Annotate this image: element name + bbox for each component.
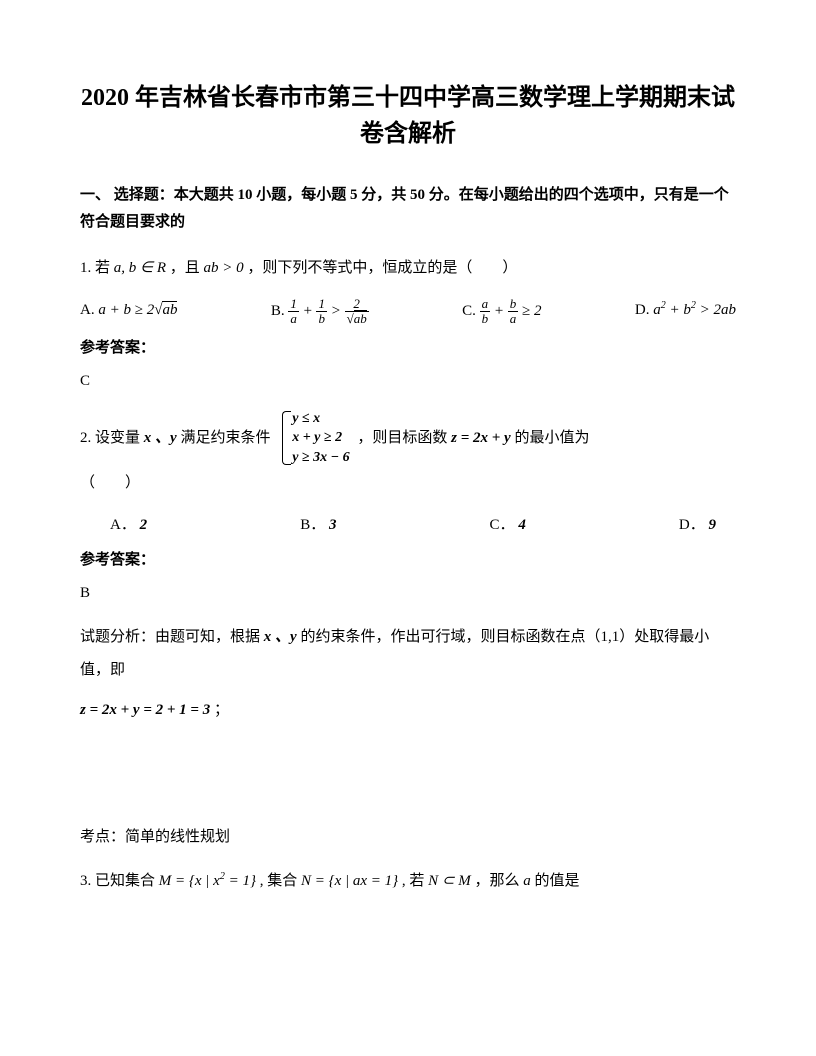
q1-options: A. a + b ≥ 2√ab B. 1a + 1b > 2√ab C. ab …: [80, 297, 736, 327]
q3-subset: N ⊂ M: [428, 873, 471, 889]
q1-optC-math: ab + ba ≥ 2: [480, 303, 542, 319]
q3-mid2: , 若: [402, 873, 425, 889]
q2-c3: y ≥ 3x − 6: [292, 448, 349, 468]
q1-optD-math: a2 + b2 > 2ab: [653, 302, 736, 318]
q3-mid3: ，那么: [475, 873, 520, 889]
q2-optA-val: 2: [140, 517, 148, 533]
q2-result-math: z = 2x + y = 2 + 1 = 3: [80, 702, 210, 718]
q2-paren: （ ）: [80, 467, 736, 500]
question-2: 2. 设变量 x 、y 满足约束条件 y ≤ x x + y ≥ 2 y ≥ 3…: [80, 409, 736, 501]
q3-tail: 的值是: [535, 873, 580, 889]
q2-answer-label: 参考答案：: [80, 547, 736, 574]
q2-optB-label: B．: [300, 517, 325, 533]
q2-optC-label: C．: [490, 517, 515, 533]
exam-title: 2020 年吉林省长春市市第三十四中学高三数学理上学期期末试卷含解析: [80, 80, 736, 152]
q1-optA-label: A.: [80, 302, 95, 318]
q2-prefix: 2. 设变量: [80, 429, 140, 445]
q2-optB-val: 3: [329, 517, 337, 533]
q1-cond2: ab > 0: [204, 260, 244, 276]
q3-prefix: 3. 已知集合: [80, 873, 155, 889]
question-3: 3. 已知集合 M = {x | x2 = 1} , 集合 N = {x | a…: [80, 865, 736, 898]
q2-c2: x + y ≥ 2: [292, 428, 349, 448]
spacer: [80, 724, 736, 824]
q3-M: M = {x | x2 = 1}: [159, 873, 256, 889]
q2-answer: B: [80, 580, 736, 607]
q2-option-c: C． 4: [490, 512, 526, 539]
q1-option-b: B. 1a + 1b > 2√ab: [271, 297, 369, 327]
q2-mid2: ，则目标函数: [357, 429, 447, 445]
q1-prefix: 1. 若: [80, 260, 110, 276]
q1-option-c: C. ab + ba ≥ 2: [462, 297, 541, 327]
q1-answer: C: [80, 368, 736, 395]
q3-var: a: [523, 873, 531, 889]
q1-answer-label: 参考答案：: [80, 335, 736, 362]
q2-c1: y ≤ x: [292, 409, 349, 429]
q2-option-b: B． 3: [300, 512, 336, 539]
q1-optD-label: D.: [635, 302, 650, 318]
q2-optC-val: 4: [518, 517, 526, 533]
q2-optD-val: 9: [709, 517, 717, 533]
q2-analysis-vars: x 、y: [264, 629, 297, 645]
q2-option-d: D． 9: [679, 512, 716, 539]
q1-optA-math: a + b ≥ 2√ab: [98, 302, 177, 318]
q2-mid: 满足约束条件: [180, 429, 270, 445]
q1-optB-math: 1a + 1b > 2√ab: [288, 303, 368, 319]
q1-mid1: ，且: [170, 260, 200, 276]
q2-analysis-pre: 试题分析：由题可知，根据: [80, 629, 260, 645]
q2-topic: 考点：简单的线性规划: [80, 824, 736, 851]
q1-option-a: A. a + b ≥ 2√ab: [80, 297, 177, 327]
q1-optC-label: C.: [462, 303, 476, 319]
q2-options: A． 2 B． 3 C． 4 D． 9: [80, 512, 736, 539]
q1-tail: ，则下列不等式中，恒成立的是（ ）: [247, 260, 517, 276]
q1-cond1: a, b ∈ R: [114, 260, 166, 276]
section-heading: 一、 选择题：本大题共 10 小题，每小题 5 分，共 50 分。在每小题给出的…: [80, 182, 736, 236]
q3-N: N = {x | ax = 1}: [301, 873, 398, 889]
q2-result: z = 2x + y = 2 + 1 = 3 ；: [80, 697, 736, 724]
q1-optB-label: B.: [271, 303, 285, 319]
q3-mid1: , 集合: [260, 873, 298, 889]
q2-analysis: 试题分析：由题可知，根据 x 、y 的约束条件，作出可行域，则目标函数在点（1,…: [80, 621, 736, 687]
q2-option-a: A． 2: [110, 512, 147, 539]
q2-constraints: y ≤ x x + y ≥ 2 y ≥ 3x − 6: [278, 409, 349, 468]
q2-func: z = 2x + y: [451, 429, 511, 445]
q2-optA-label: A．: [110, 517, 136, 533]
q2-tail: 的最小值为: [514, 429, 589, 445]
q2-optD-label: D．: [679, 517, 705, 533]
q2-result-tail: ；: [214, 702, 229, 718]
question-1: 1. 若 a, b ∈ R ，且 ab > 0 ，则下列不等式中，恒成立的是（ …: [80, 252, 736, 285]
q1-option-d: D. a2 + b2 > 2ab: [635, 297, 736, 327]
q2-vars: x 、y: [144, 429, 177, 445]
